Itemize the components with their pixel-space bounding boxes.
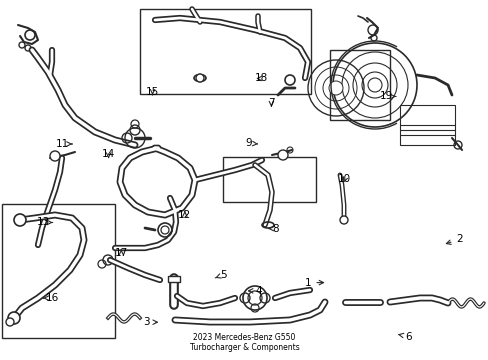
Text: 5: 5	[215, 270, 227, 280]
Text: 18: 18	[254, 73, 268, 84]
Text: 7: 7	[267, 98, 274, 108]
Circle shape	[6, 318, 14, 326]
Text: 17: 17	[114, 248, 128, 258]
Text: 2023 Mercedes-Benz G550
Turbocharger & Components: 2023 Mercedes-Benz G550 Turbocharger & C…	[189, 333, 299, 352]
Text: 1: 1	[304, 278, 323, 288]
Text: 6: 6	[398, 332, 411, 342]
Text: 12: 12	[178, 210, 191, 220]
Text: 10: 10	[338, 174, 350, 184]
Bar	[223, 157, 315, 202]
Text: 15: 15	[145, 87, 159, 97]
Circle shape	[339, 216, 347, 224]
Circle shape	[8, 312, 20, 324]
Circle shape	[367, 78, 381, 92]
Bar	[329, 50, 389, 120]
Text: 19: 19	[379, 91, 395, 102]
Bar	[168, 276, 180, 282]
Circle shape	[50, 151, 60, 161]
Text: 11: 11	[56, 139, 72, 149]
Bar	[399, 105, 454, 145]
Text: 14: 14	[102, 149, 115, 159]
Bar	[140, 9, 310, 94]
Text: 8: 8	[268, 224, 279, 234]
Text: 13: 13	[36, 217, 52, 228]
Circle shape	[14, 214, 26, 226]
Text: 4: 4	[248, 286, 262, 296]
Circle shape	[285, 75, 294, 85]
Circle shape	[196, 74, 203, 82]
Text: 16: 16	[43, 293, 60, 303]
Text: 9: 9	[244, 138, 257, 148]
Bar	[2, 204, 115, 338]
Text: 2: 2	[446, 234, 462, 244]
Text: 3: 3	[143, 317, 157, 327]
Circle shape	[278, 150, 287, 160]
Circle shape	[328, 81, 342, 95]
